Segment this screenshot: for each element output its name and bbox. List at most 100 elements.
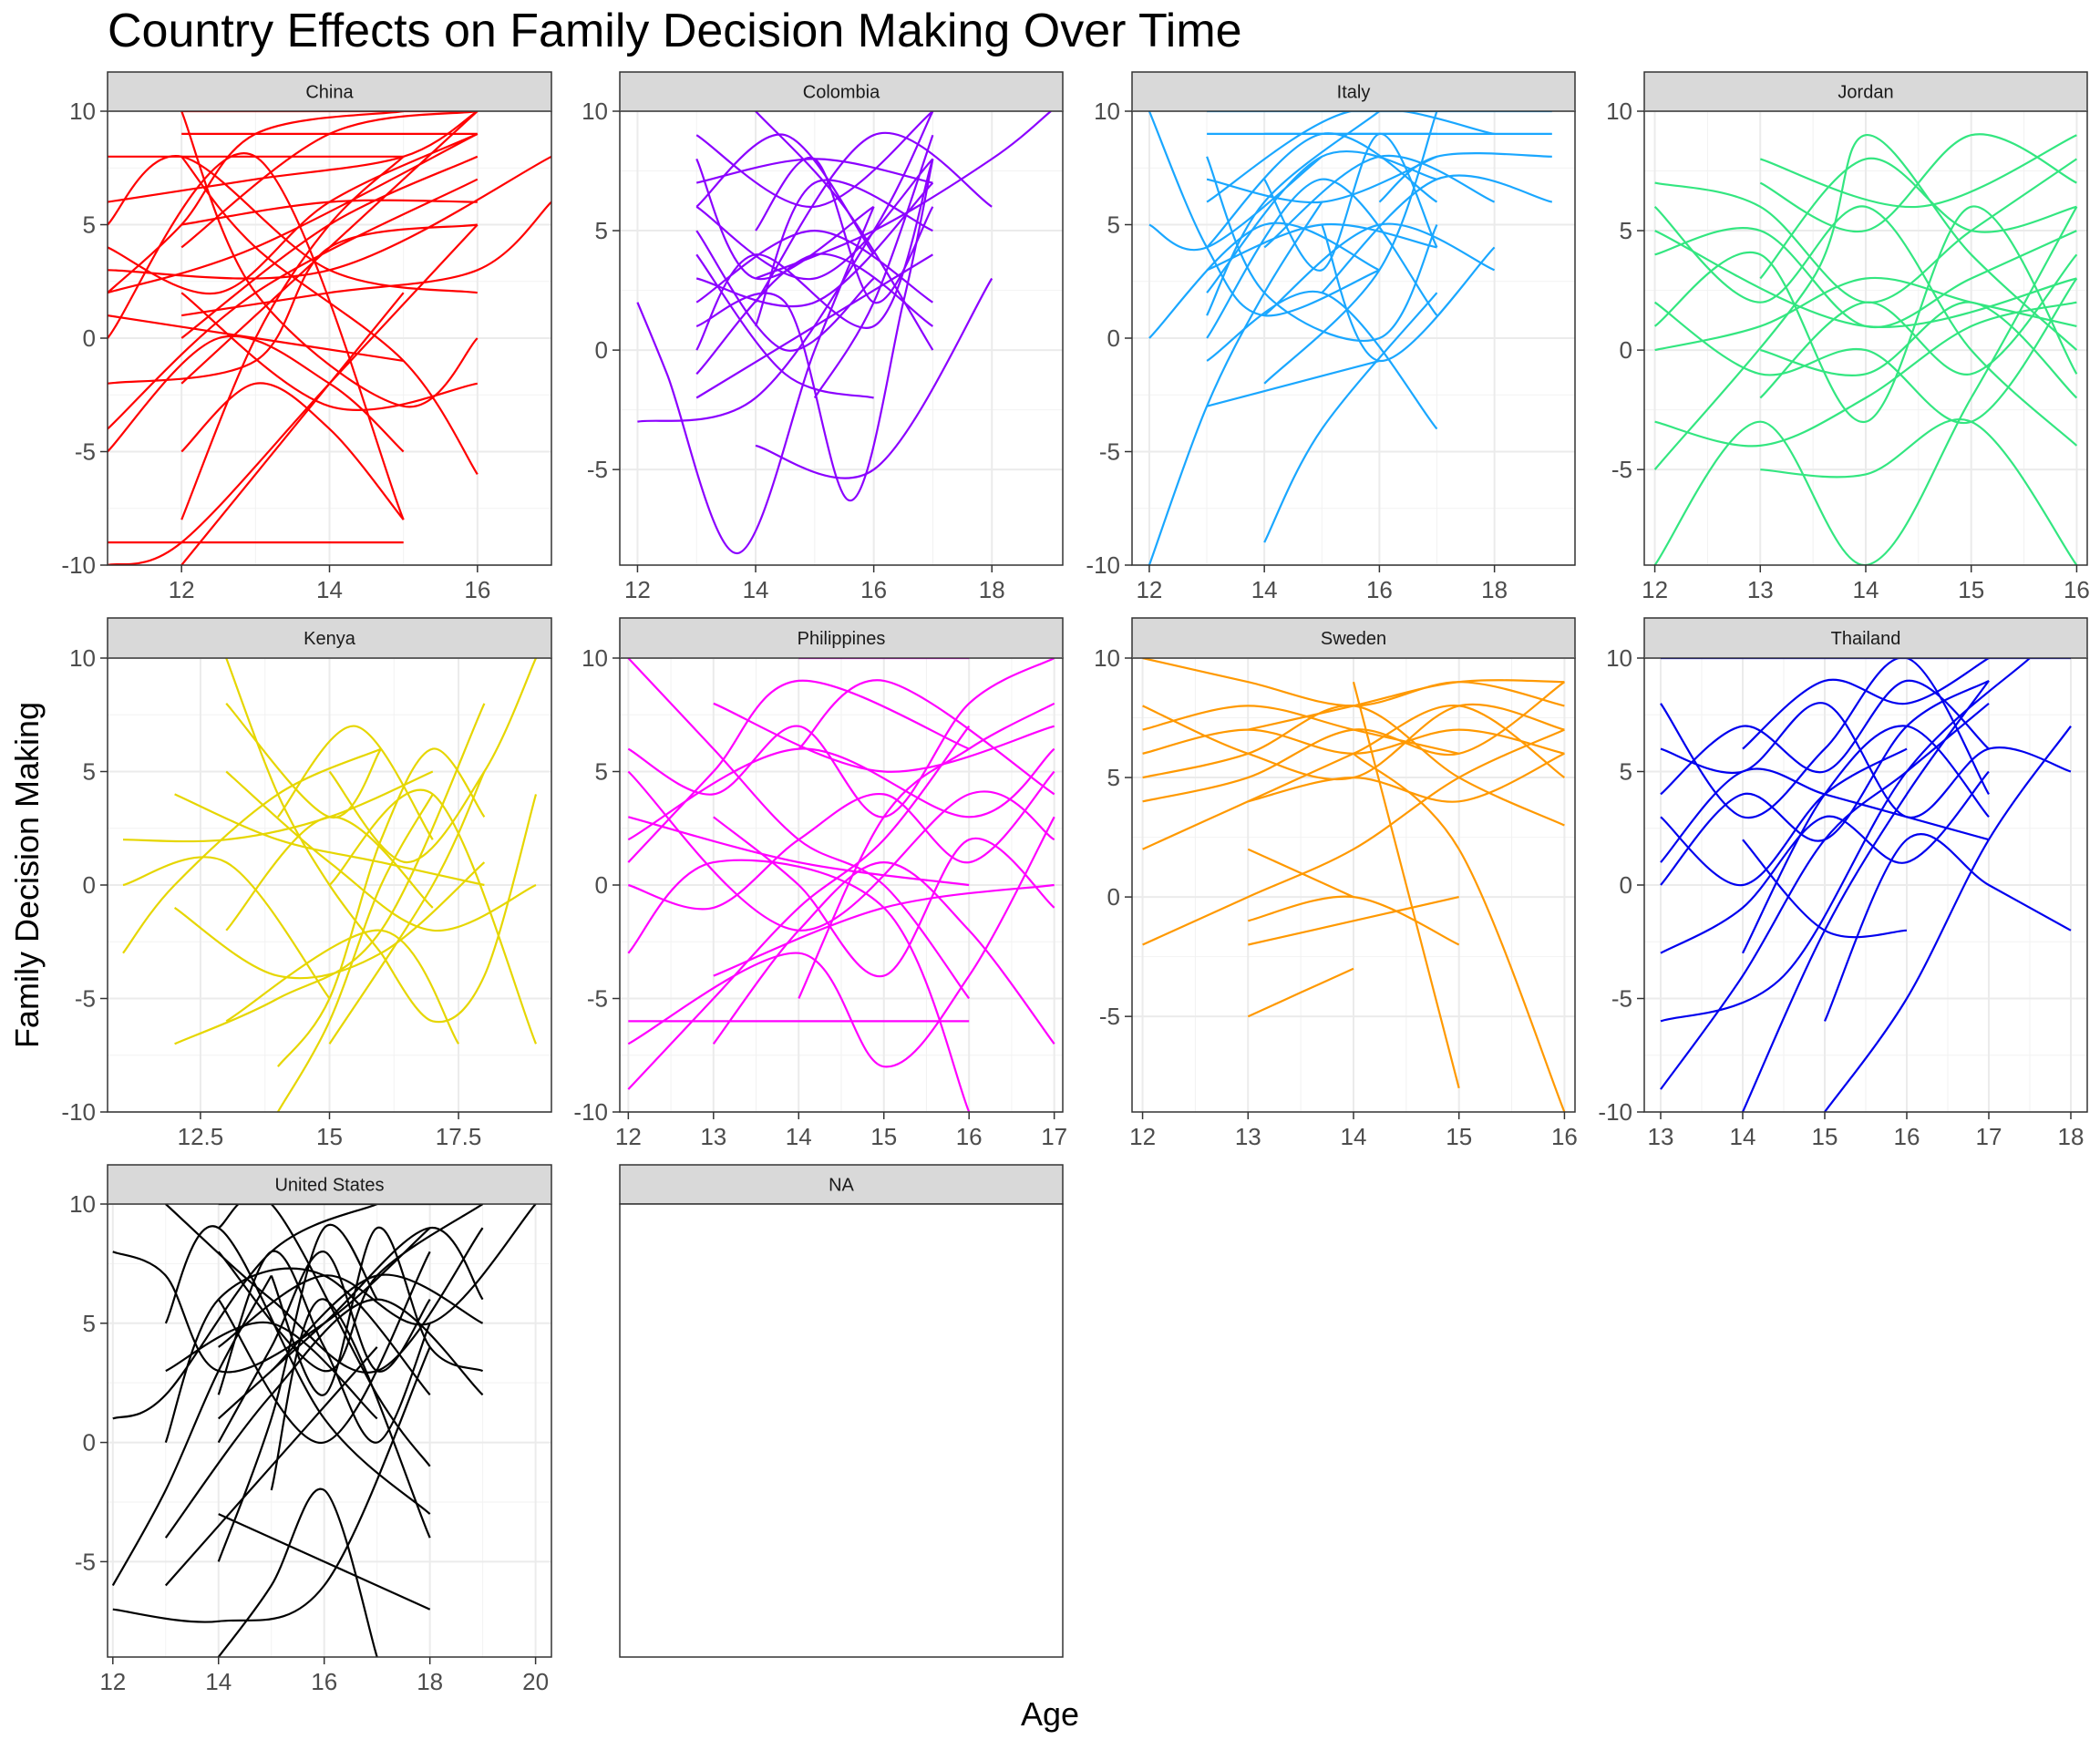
- series-line: [108, 152, 405, 520]
- y-tick-label: 5: [1620, 217, 1632, 244]
- panel-border: [619, 1203, 1064, 1658]
- x-tick-label: 16: [956, 1123, 983, 1150]
- series-line: [108, 111, 479, 203]
- series-line: [1206, 359, 1380, 407]
- series-lines: [1142, 658, 1566, 1112]
- series-line: [695, 158, 934, 281]
- series-line: [1263, 222, 1496, 316]
- series-line: [1660, 770, 1990, 954]
- x-tick-label: 13: [700, 1123, 726, 1150]
- x-tick-label: 20: [522, 1668, 549, 1695]
- series-line: [217, 1227, 484, 1420]
- series-line: [108, 223, 478, 385]
- facet-strip: [1131, 617, 1576, 659]
- x-tick-label: 14: [316, 576, 343, 603]
- series-line: [108, 111, 404, 294]
- x-tick-label: 18: [2058, 1123, 2085, 1150]
- series-line: [122, 770, 434, 843]
- series-line: [1742, 658, 1990, 750]
- x-tick-label: 15: [316, 1123, 343, 1150]
- facet-strip: [1643, 617, 2088, 659]
- y-tick-label: 5: [1107, 211, 1120, 239]
- x-tick-label: 14: [786, 1123, 812, 1150]
- facet-strip: [619, 71, 1064, 112]
- series-line: [1654, 230, 2077, 328]
- series-line: [165, 1204, 484, 1374]
- x-tick-label: 12: [1136, 576, 1162, 603]
- series-line: [627, 747, 1055, 841]
- series-line: [225, 770, 537, 932]
- x-tick-label: 15: [1958, 576, 1984, 603]
- y-tick-label: -10: [1598, 1098, 1632, 1126]
- y-tick-label: 10: [582, 644, 608, 672]
- series-line: [217, 1488, 378, 1657]
- x-axis-title: Age: [1020, 1695, 1080, 1733]
- series-line: [218, 1513, 431, 1611]
- series-line: [1654, 276, 2077, 352]
- series-line: [1142, 705, 1565, 827]
- y-tick-label: 5: [83, 211, 96, 239]
- series-line: [1206, 150, 1437, 293]
- facet-sweden: Sweden 12 13 14 15 16 -5 0 5 10: [1094, 617, 1578, 1150]
- series-line: [1823, 833, 2072, 1022]
- y-tick-label: 10: [69, 98, 96, 125]
- series-line: [1206, 132, 1438, 249]
- series-line: [1352, 681, 1460, 1089]
- facet-colombia: Colombia 12 14 16 18 -5 0 5 10: [582, 71, 1064, 603]
- series-line: [627, 658, 1055, 818]
- facet-strip: [107, 71, 552, 112]
- y-tick-label: 0: [595, 871, 608, 899]
- y-tick-label: 0: [83, 871, 96, 899]
- x-tick-label: 15: [870, 1123, 897, 1150]
- series-line: [1760, 418, 2078, 565]
- series-line: [180, 292, 478, 411]
- facet-strip-label: Sweden: [1321, 629, 1386, 649]
- series-line: [276, 793, 434, 1112]
- series-line: [713, 883, 1055, 977]
- series-line: [695, 253, 874, 399]
- x-tick-label: 17: [1976, 1123, 2002, 1150]
- series-line: [637, 111, 934, 423]
- y-tick-label: 5: [1620, 758, 1632, 786]
- x-tick-label: 16: [464, 576, 490, 603]
- y-tick-label: 10: [69, 644, 96, 672]
- series-line: [627, 859, 971, 1112]
- series-line: [1760, 301, 2078, 399]
- series-line: [181, 201, 551, 317]
- x-tick-label: 18: [979, 576, 1005, 603]
- facet-strip-label: Thailand: [1831, 629, 1901, 649]
- series-line: [180, 156, 479, 475]
- x-tick-label: 16: [2064, 576, 2090, 603]
- series-line: [695, 252, 933, 376]
- series-line: [122, 747, 382, 954]
- facet-china: China 12 14 16 -10 -5 0 5 10: [61, 71, 552, 603]
- series-lines: [111, 1204, 537, 1657]
- facet-strip-label: China: [305, 83, 354, 103]
- y-tick-label: -5: [75, 985, 96, 1013]
- y-tick-label: 5: [83, 1310, 96, 1337]
- x-tick-label: 12: [99, 1668, 126, 1695]
- y-tick-label: -5: [75, 1548, 96, 1575]
- x-tick-label: 18: [417, 1668, 443, 1695]
- series-line: [1653, 205, 2078, 423]
- series-line: [1759, 134, 2077, 209]
- x-tick-label: 18: [1481, 576, 1508, 603]
- series-line: [755, 156, 934, 304]
- series-line: [1248, 679, 1565, 731]
- series-line: [112, 1346, 431, 1623]
- y-tick-label: 10: [69, 1190, 96, 1218]
- y-tick-label: -5: [1611, 456, 1632, 483]
- series-line: [112, 1204, 378, 1420]
- series-line: [1660, 767, 1990, 863]
- x-tick-label: 16: [860, 576, 887, 603]
- series-line: [1759, 253, 2078, 399]
- series-line: [217, 1223, 378, 1562]
- series-line: [695, 159, 934, 502]
- y-tick-label: 0: [1107, 883, 1120, 911]
- y-tick-label: 5: [595, 758, 608, 786]
- x-tick-label: 14: [1730, 1123, 1756, 1150]
- y-tick-label: 10: [1606, 644, 1632, 672]
- series-line: [1759, 133, 2077, 233]
- series-line: [1248, 896, 1459, 946]
- series-line: [1653, 277, 2078, 425]
